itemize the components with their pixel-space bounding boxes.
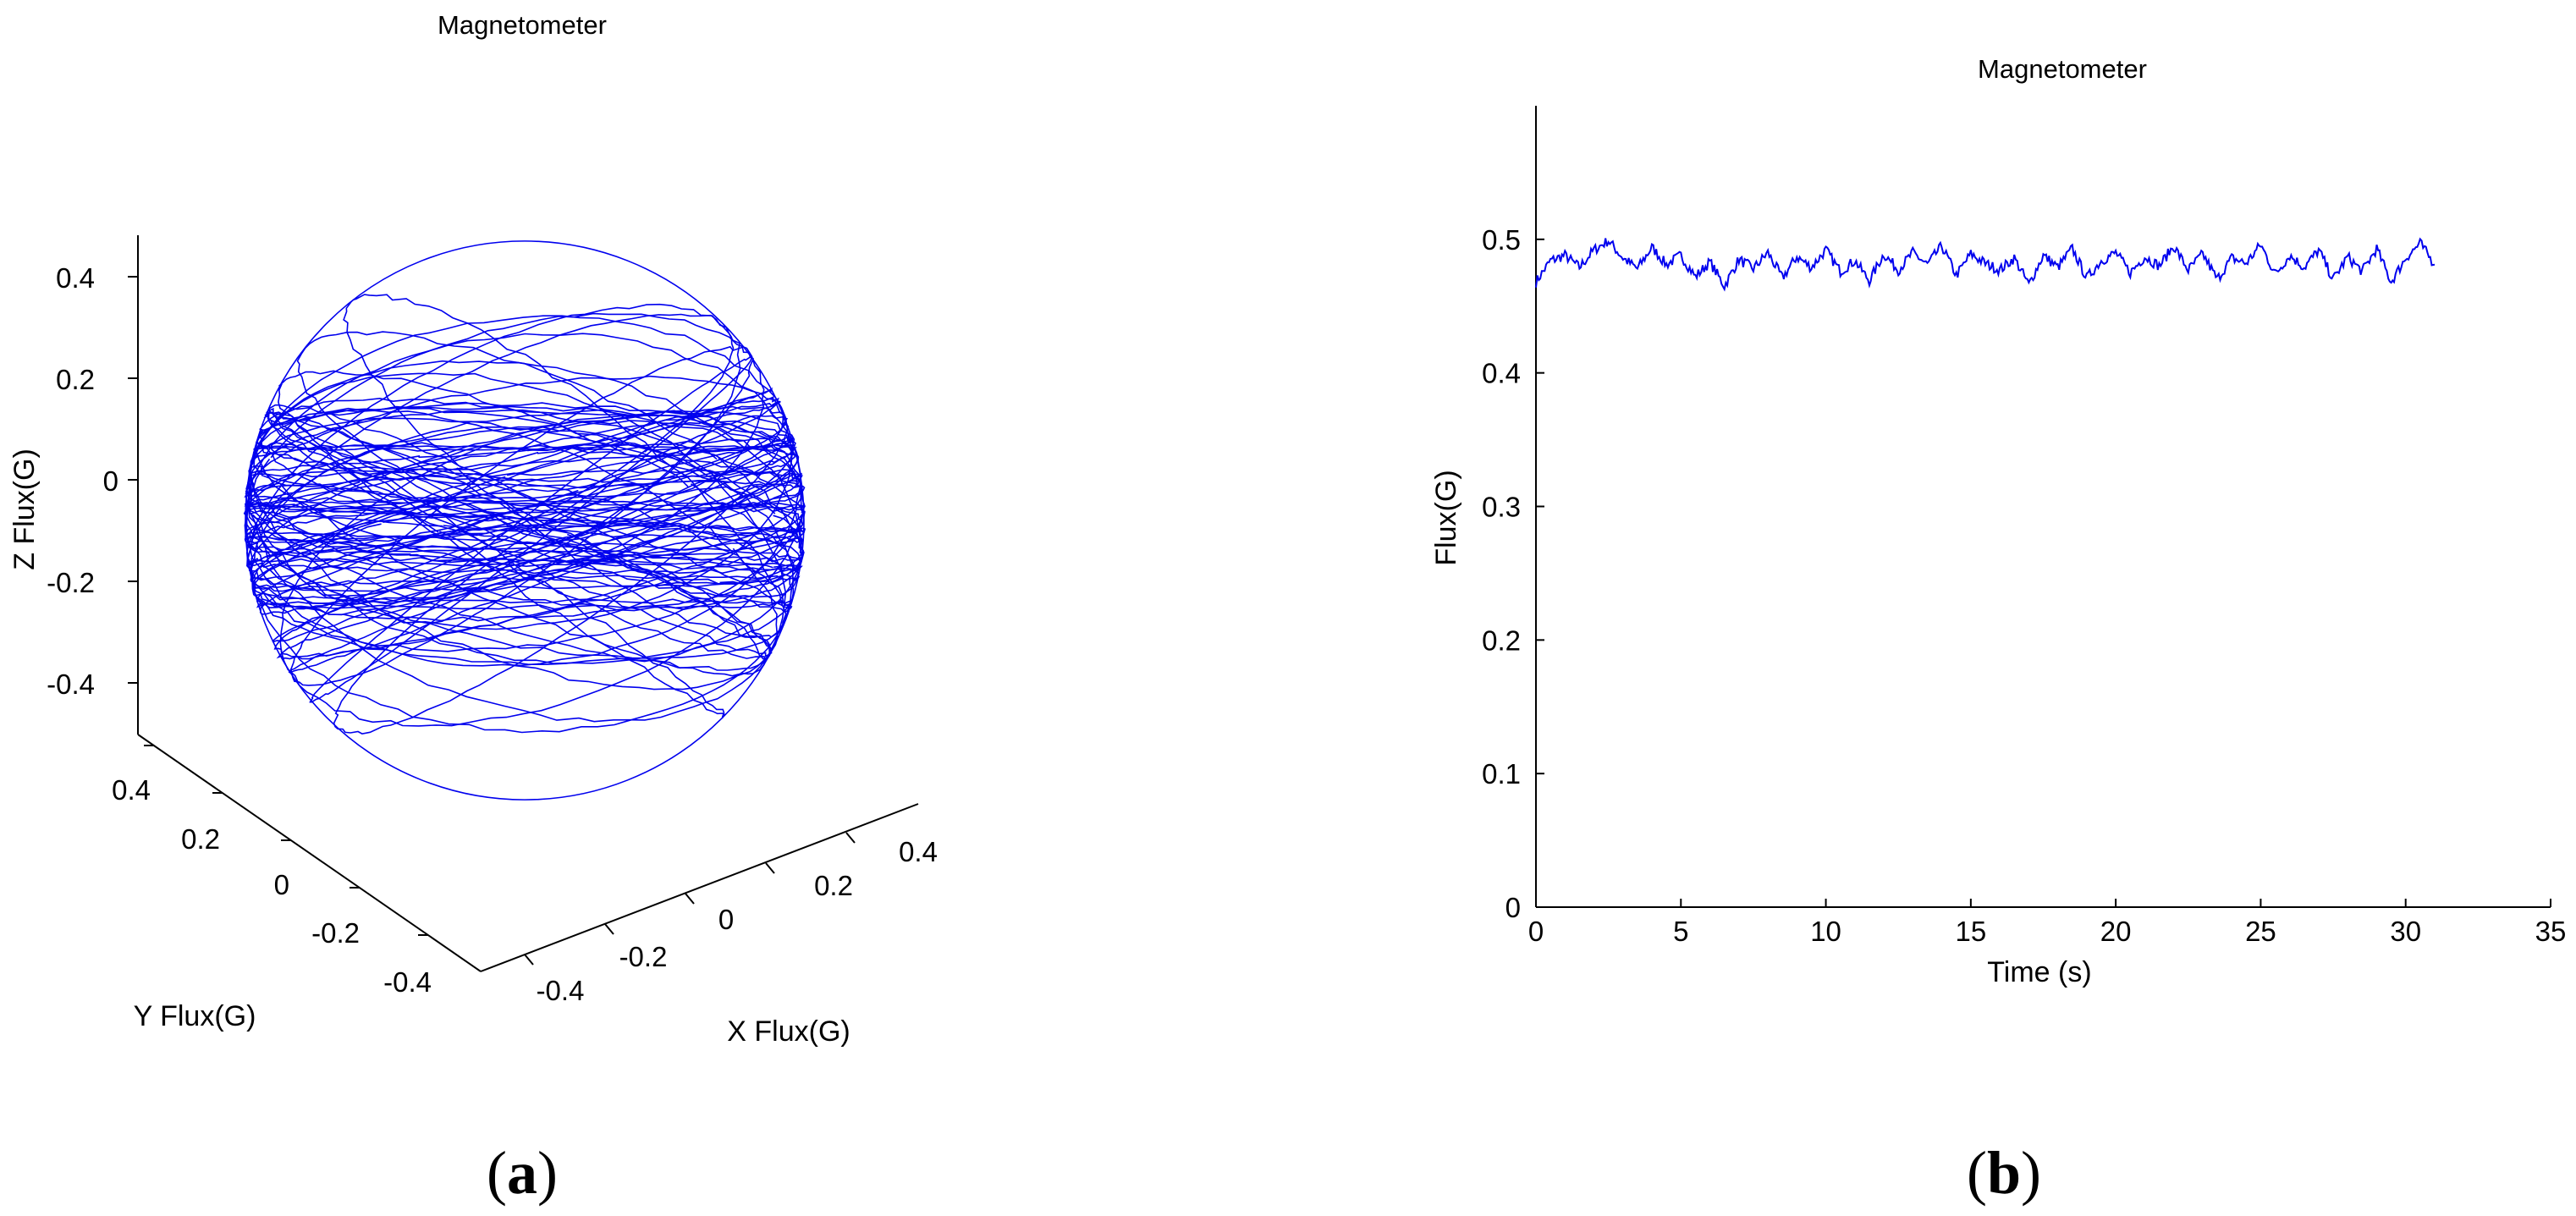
trajectory-segment: [343, 294, 787, 639]
trajectory-segment: [244, 499, 805, 513]
x-tick-label: 0: [1528, 916, 1544, 947]
trajectory-segment: [250, 410, 795, 605]
y-tick-label: -0.4: [383, 966, 432, 998]
panel-label-a: (a): [487, 1139, 558, 1207]
x-tick-label: 10: [1810, 916, 1841, 947]
y-tick-label: -0.2: [311, 917, 360, 949]
y-ticks: 0.4 0.2 0 -0.2 -0.4: [112, 745, 432, 998]
z-ticks: 0.4 0.2 0 -0.2 -0.4: [47, 262, 138, 700]
trajectory-segment: [265, 407, 726, 719]
trajectory-segment: [333, 415, 790, 735]
trajectory-segment: [248, 360, 805, 664]
x-ticks: -0.4 -0.2 0 0.2 0.4: [524, 832, 938, 1006]
z-tick-label: 0.4: [56, 262, 95, 294]
trajectory-segment: [245, 372, 787, 723]
trajectory-segment: [245, 531, 804, 563]
trajectory-segment: [246, 409, 806, 652]
x-axis-label: X Flux(G): [727, 1015, 850, 1048]
z-tick-label: -0.4: [47, 669, 95, 700]
trajectory-segment: [272, 436, 795, 643]
y-tick-label: 0.2: [181, 823, 220, 855]
trajectory-segment: [244, 312, 765, 602]
z-axis-label: Z Flux(G): [8, 448, 41, 570]
trajectory-segment: [250, 442, 806, 511]
chart-a-title: Magnetometer: [438, 10, 607, 40]
y-tick-label: 0.5: [1482, 224, 1521, 256]
trajectory-segment: [278, 370, 800, 598]
y-ticks-b: 0 0.1 0.2 0.3 0.4 0.5: [1482, 224, 1544, 923]
x-tick-label: 0: [718, 904, 734, 935]
trajectory-segment: [252, 522, 802, 622]
x-tick-label: 25: [2245, 916, 2276, 947]
x-tick-label: 30: [2390, 916, 2421, 947]
x-axis-line: [480, 803, 919, 972]
trajectory-segment: [255, 407, 803, 588]
trajectory-segment: [250, 426, 795, 734]
trajectory-segment: [245, 375, 784, 540]
x-tick-label: 5: [1673, 916, 1688, 947]
z-tick-label: 0: [103, 465, 118, 497]
trajectory-segment: [279, 410, 804, 727]
trajectory-segment: [252, 442, 766, 677]
trajectory-segment: [251, 510, 795, 666]
x-tick-label: 15: [1955, 916, 1986, 947]
z-tick-label: -0.2: [47, 567, 95, 598]
trajectory-segment: [266, 404, 773, 660]
flux-series-line: [1535, 237, 2436, 292]
y-tick-label: 0: [1505, 892, 1521, 923]
x-ticks-b: 0 5 10 15 20 25 30 35: [1528, 899, 2567, 947]
panel-label-b: (b): [1967, 1139, 2041, 1207]
trajectory-segment: [245, 556, 802, 575]
trajectory-segment: [263, 412, 793, 613]
trajectory-segment: [288, 472, 803, 674]
y-tick-label: 0.4: [1482, 358, 1521, 389]
trajectory-segment: [245, 503, 806, 534]
trajectory-segment: [244, 405, 789, 554]
y-tick-label: 0: [274, 869, 289, 900]
trajectory-segment: [245, 465, 790, 659]
y-tick-label: 0.2: [1482, 625, 1521, 656]
y-axis-label: Y Flux(G): [134, 1000, 256, 1032]
y-axis-label-b: Flux(G): [1430, 470, 1462, 565]
trajectory-segment: [245, 539, 803, 571]
z-tick-label: 0.2: [56, 364, 95, 395]
y-tick-label: 0.3: [1482, 492, 1521, 523]
x-tick-label: 20: [2100, 916, 2132, 947]
y-tick-label: 0.4: [112, 774, 151, 806]
x-tick-label: -0.2: [619, 941, 668, 972]
y-tick-label: 0.1: [1482, 758, 1521, 790]
x-tick-label: -0.4: [537, 975, 585, 1006]
x-tick-label: 0.2: [814, 870, 853, 901]
panel-b: Magnetometer 0 5 10 15 20 25 30 35 0 0.1 0.2 0.3 0.…: [1430, 54, 2566, 1207]
panel-a: Magnetometer 0.4 0.2 0 -0.2 -0.4 0.4 0.2: [8, 10, 938, 1207]
sphere-trajectory: [243, 240, 806, 801]
x-axis-label-b: Time (s): [1987, 956, 2091, 988]
x-tick-label: 35: [2535, 916, 2567, 947]
chart-b-title: Magnetometer: [1978, 54, 2147, 84]
y-axis-line: [137, 734, 482, 972]
x-tick-label: 0.4: [899, 836, 938, 867]
